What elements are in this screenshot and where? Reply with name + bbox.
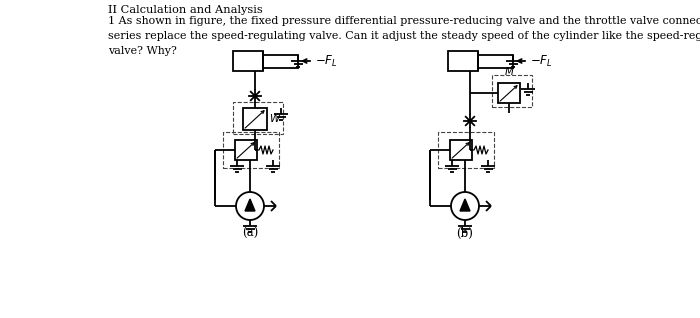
Text: II Calculation and Analysis: II Calculation and Analysis — [108, 5, 262, 15]
Text: (a): (a) — [242, 226, 258, 239]
Bar — [478, 54, 513, 67]
Text: M: M — [505, 67, 514, 77]
Text: (b): (b) — [456, 226, 473, 239]
Text: 1 As shown in figure, the fixed pressure differential pressure-reducing valve an: 1 As shown in figure, the fixed pressure… — [108, 16, 700, 56]
Circle shape — [451, 192, 479, 220]
Polygon shape — [460, 199, 470, 211]
Text: $-F_L$: $-F_L$ — [530, 53, 553, 69]
Polygon shape — [245, 199, 255, 211]
Bar — [233, 51, 263, 71]
Bar — [223, 132, 279, 168]
Bar — [263, 54, 298, 67]
Bar — [233, 102, 283, 134]
Circle shape — [236, 192, 264, 220]
Bar — [450, 140, 472, 160]
Bar — [498, 83, 520, 103]
Text: W: W — [270, 114, 280, 124]
Bar — [243, 108, 267, 130]
Bar — [448, 51, 478, 71]
Bar — [438, 132, 494, 168]
Bar — [235, 140, 257, 160]
Text: $-F_L$: $-F_L$ — [315, 53, 337, 69]
Bar — [492, 75, 532, 107]
